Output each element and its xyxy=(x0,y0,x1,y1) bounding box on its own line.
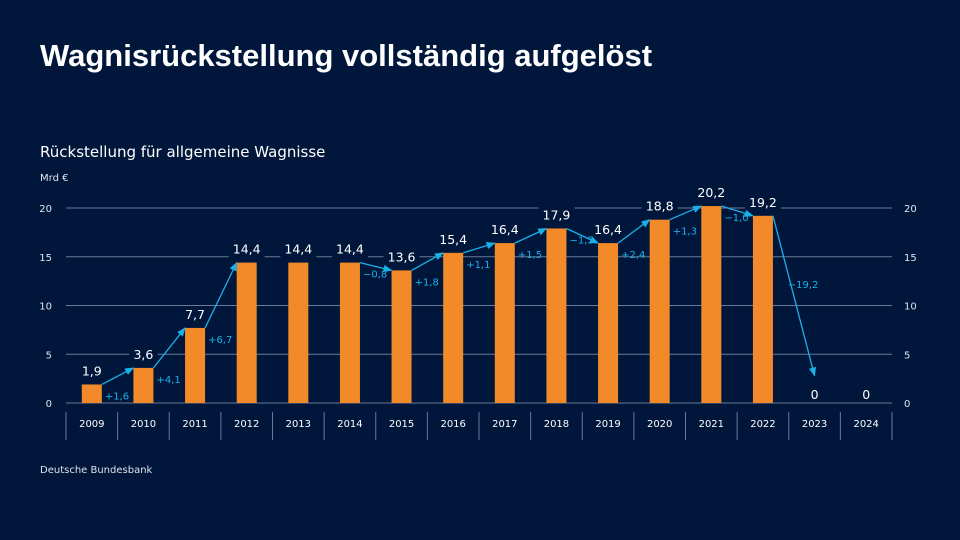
x-tick-label: 2017 xyxy=(492,419,517,430)
change-arrow xyxy=(772,215,817,377)
bar xyxy=(598,243,619,403)
change-arrow xyxy=(462,242,496,254)
value-label-background xyxy=(744,194,781,211)
bar xyxy=(236,262,257,403)
value-label-background xyxy=(693,185,730,202)
value-label: 16,4 xyxy=(491,222,519,237)
x-tick-label: 2009 xyxy=(79,419,104,430)
change-arrow xyxy=(617,219,651,244)
value-label-background xyxy=(641,198,678,215)
x-tick-label: 2011 xyxy=(182,419,207,430)
x-tick-label: 2023 xyxy=(802,419,827,430)
x-tick-label: 2022 xyxy=(750,419,775,430)
value-label-background xyxy=(280,241,317,258)
y-tick-label-right: 20 xyxy=(904,204,917,215)
change-label: −19,2 xyxy=(788,280,819,291)
change-arrow xyxy=(514,227,548,244)
bar xyxy=(649,219,670,403)
change-arrow xyxy=(411,252,444,271)
value-label-background xyxy=(538,207,575,224)
value-label: 17,9 xyxy=(543,207,571,222)
change-label: +1,6 xyxy=(105,391,129,402)
change-label: −1,5 xyxy=(569,235,593,246)
bar xyxy=(185,327,206,403)
x-tick-label: 2024 xyxy=(853,419,878,430)
value-label: 0 xyxy=(862,387,870,402)
value-label: 1,9 xyxy=(82,363,102,378)
x-tick-label: 2016 xyxy=(440,419,465,430)
value-label: 3,6 xyxy=(133,347,153,362)
value-label-background xyxy=(331,241,368,258)
change-label: +1,5 xyxy=(518,250,542,261)
change-label: +2,4 xyxy=(621,250,645,261)
source-note: Deutsche Bundesbank xyxy=(40,465,153,476)
change-label: −1,0 xyxy=(724,213,748,224)
bar xyxy=(391,270,412,403)
x-tick-label: 2020 xyxy=(647,419,672,430)
change-arrow xyxy=(101,367,135,386)
value-label-background xyxy=(228,241,265,258)
change-label: +6,7 xyxy=(208,335,232,346)
value-label: 20,2 xyxy=(697,185,725,200)
change-arrow xyxy=(359,261,393,272)
value-label: 14,4 xyxy=(233,242,261,257)
y-axis-unit: Mrd € xyxy=(40,173,69,184)
change-label: +4,1 xyxy=(156,375,180,386)
change-arrow xyxy=(669,205,703,221)
value-label: 14,4 xyxy=(284,242,312,257)
y-tick-label-left: 5 xyxy=(46,350,52,361)
bar xyxy=(546,228,567,403)
value-label-background xyxy=(435,231,472,248)
value-label-background xyxy=(129,346,158,363)
y-tick-label-left: 20 xyxy=(39,204,52,215)
y-tick-label-left: 0 xyxy=(46,399,52,410)
y-tick-label-right: 5 xyxy=(904,350,910,361)
change-label: +1,8 xyxy=(415,277,439,288)
x-tick-label: 2021 xyxy=(699,419,724,430)
value-label: 19,2 xyxy=(749,195,777,210)
change-arrow xyxy=(204,261,238,329)
change-label: +1,3 xyxy=(673,227,697,238)
value-label-background xyxy=(590,222,627,239)
bar xyxy=(133,367,154,403)
chart-title: Rückstellung für allgemeine Wagnisse xyxy=(40,143,326,161)
value-label: 7,7 xyxy=(185,307,205,322)
bar xyxy=(81,384,102,403)
x-tick-label: 2010 xyxy=(131,419,156,430)
x-tick-label: 2013 xyxy=(286,419,311,430)
change-arrow xyxy=(566,227,599,244)
bar xyxy=(494,243,515,403)
bar xyxy=(701,206,722,403)
value-label-background xyxy=(383,249,420,266)
y-tick-label-left: 10 xyxy=(39,302,52,313)
y-tick-label-left: 15 xyxy=(39,253,52,264)
value-label: 0 xyxy=(811,387,819,402)
x-tick-label: 2018 xyxy=(544,419,569,430)
x-tick-label: 2015 xyxy=(389,419,414,430)
bar xyxy=(752,215,773,403)
change-label: +1,1 xyxy=(466,260,490,271)
value-label: 15,4 xyxy=(439,232,467,247)
y-tick-label-right: 0 xyxy=(904,399,910,410)
bar xyxy=(339,262,360,403)
x-tick-label: 2012 xyxy=(234,419,259,430)
change-label: −0,8 xyxy=(363,270,387,281)
page-title: Wagnisrückstellung vollständig aufgelöst xyxy=(40,38,653,73)
change-arrow xyxy=(152,327,186,369)
y-tick-label-right: 15 xyxy=(904,253,917,264)
change-arrow xyxy=(721,205,754,217)
x-tick-label: 2019 xyxy=(595,419,620,430)
value-label: 18,8 xyxy=(646,199,674,214)
value-label-background xyxy=(180,306,210,323)
value-label-background xyxy=(77,363,107,380)
value-label: 14,4 xyxy=(336,242,364,257)
value-label: 13,6 xyxy=(388,249,416,264)
value-label: 16,4 xyxy=(594,222,622,237)
bar xyxy=(443,252,464,403)
bar xyxy=(288,262,309,403)
value-label-background xyxy=(486,222,523,239)
x-tick-label: 2014 xyxy=(337,419,362,430)
y-tick-label-right: 10 xyxy=(904,302,917,313)
